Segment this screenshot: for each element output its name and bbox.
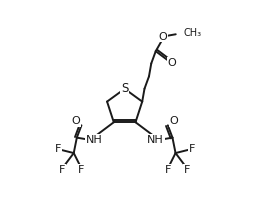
Text: CH₃: CH₃ <box>183 28 202 38</box>
Text: O: O <box>158 32 167 42</box>
Text: F: F <box>165 165 171 175</box>
Text: F: F <box>54 144 61 154</box>
Text: F: F <box>78 165 85 175</box>
Text: F: F <box>188 144 195 154</box>
Text: NH: NH <box>85 135 102 145</box>
Text: F: F <box>184 165 190 175</box>
Text: NH: NH <box>147 135 164 145</box>
Text: F: F <box>59 165 65 175</box>
Text: O: O <box>167 58 176 68</box>
Text: S: S <box>121 82 128 95</box>
Text: O: O <box>71 116 80 126</box>
Text: O: O <box>170 116 178 126</box>
